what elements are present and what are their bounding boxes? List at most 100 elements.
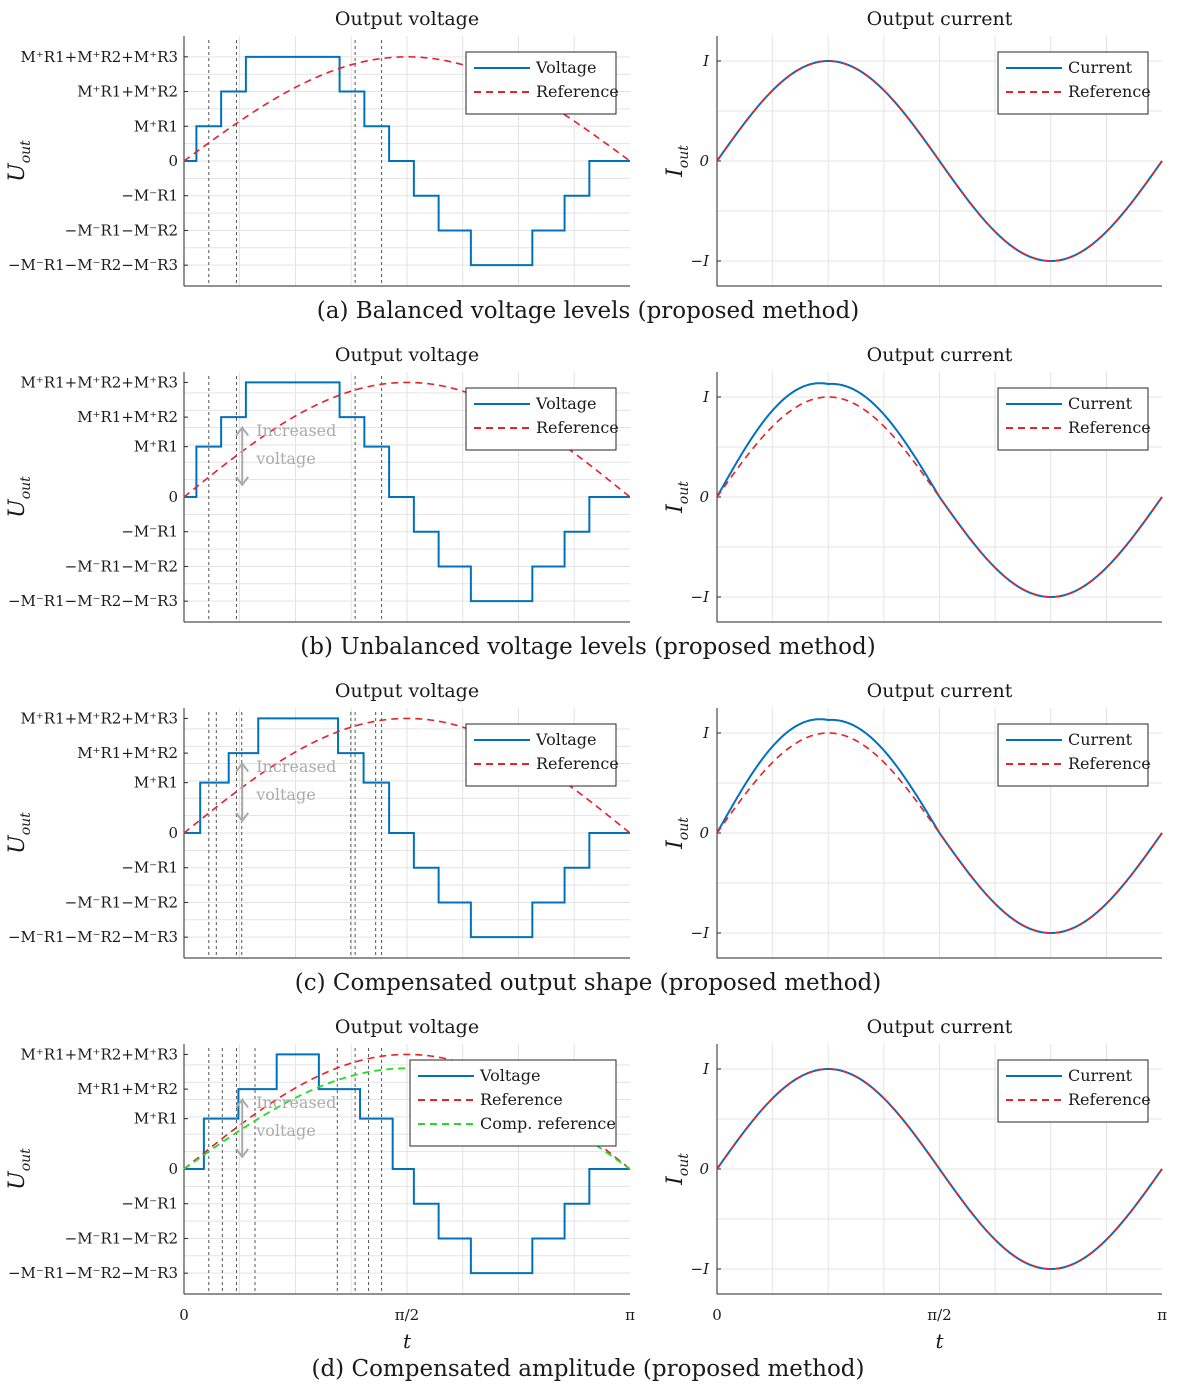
legend-box (997, 1059, 1149, 1123)
series-voltage-line (184, 1053, 630, 1275)
legend-label: Reference (1068, 82, 1151, 101)
y-tick-label: M⁺R1+M⁺R2 (77, 744, 178, 762)
panel-title: Output current (867, 1016, 1013, 1038)
y-tick-label: M⁺R1+M⁺R2+M⁺R3 (21, 709, 178, 727)
legend-box (465, 723, 617, 787)
panel-title: Output current (867, 344, 1013, 366)
y-tick-label: 0 (168, 152, 178, 170)
panel-caption: (d) Compensated amplitude (proposed meth… (311, 1356, 864, 1382)
panel-caption: (b) Unbalanced voltage levels (proposed … (300, 634, 875, 660)
series-voltage-line (184, 55, 630, 267)
x-tick-label: π/2 (927, 1306, 951, 1324)
y-tick-label: −I (691, 924, 711, 942)
legend: Current Reference (997, 387, 1151, 451)
y-axis-label: Iout (663, 817, 692, 850)
annotation-line: voltage (255, 449, 315, 468)
y-axis-label: Uout (5, 140, 34, 182)
y-axis-label: Iout (663, 1153, 692, 1186)
annotation-line: Increased (256, 421, 336, 440)
annotation-line: voltage (255, 1121, 315, 1140)
y-tick-label: 0 (168, 488, 178, 506)
legend-label: Voltage (479, 1066, 541, 1085)
y-tick-label: −M⁻R1−M⁻R2−M⁻R3 (8, 928, 178, 946)
y-tick-label: M⁺R1+M⁺R2+M⁺R3 (21, 373, 178, 391)
x-tick-label: π (1157, 1306, 1167, 1324)
y-tick-label: M⁺R1 (134, 1110, 178, 1128)
y-tick-label: −M⁻R1 (121, 859, 178, 877)
y-tick-label: −I (691, 252, 711, 270)
legend-label: Current (1068, 1066, 1133, 1085)
annotation-line: Increased (256, 1093, 336, 1112)
legend-label: Reference (1068, 1090, 1151, 1109)
arrow-up-icon (235, 1097, 250, 1109)
series-reference-line (716, 60, 1163, 262)
y-tick-label: M⁺R1+M⁺R2+M⁺R3 (21, 1045, 178, 1063)
annotation-line: Increased (256, 757, 336, 776)
x-tick-label: 0 (712, 1306, 722, 1324)
y-tick-label: M⁺R1+M⁺R2 (77, 408, 178, 426)
y-tick-label: M⁺R1 (134, 774, 178, 792)
y-tick-label: −M⁻R1−M⁻R2 (65, 1229, 178, 1247)
annotation-increased-voltage: Increased voltage (235, 421, 336, 487)
panel-title: Output current (867, 680, 1013, 702)
current-plot-b: Output current Iout I 0 −I Current Reference (663, 344, 1163, 623)
y-tick-label: 0 (699, 488, 709, 506)
current-plot-c: Output current Iout I 0 −I Current Reference (663, 680, 1163, 959)
y-axis-label: Uout (5, 812, 34, 854)
legend-label: Voltage (535, 58, 597, 77)
y-tick-label: −I (691, 588, 711, 606)
y-tick-label: −M⁻R1−M⁻R2−M⁻R3 (8, 256, 178, 274)
voltage-plot-d: Output voltage Uout M⁺R1+M⁺R2+M⁺R3 M⁺R1+M⁺R… (5, 1016, 635, 1353)
y-tick-label: −M⁻R1−M⁻R2−M⁻R3 (8, 1264, 178, 1282)
y-tick-label: M⁺R1+M⁺R2+M⁺R3 (21, 48, 178, 66)
series-comp-reference-line (183, 1067, 631, 1170)
legend-label: Voltage (535, 730, 597, 749)
voltage-plot-a: Output voltage Uout M⁺R1+M⁺R2+M⁺R3 M⁺R1+M⁺R… (5, 8, 631, 287)
voltage-plot-b: Output voltage Uout M⁺R1+M⁺R2+M⁺R3 M⁺R1+M⁺R… (5, 344, 631, 623)
legend-box (997, 723, 1149, 787)
panel-title: Output voltage (335, 680, 479, 702)
y-tick-label: M⁺R1 (134, 438, 178, 456)
panel-title: Output voltage (335, 8, 479, 30)
legend-box (465, 387, 617, 451)
series-current-line (716, 718, 1163, 935)
legend-label: Current (1068, 730, 1133, 749)
y-tick-label: −I (691, 1260, 711, 1278)
y-axis-label: Uout (5, 1148, 34, 1190)
y-tick-label: 0 (168, 824, 178, 842)
legend: Current Reference (997, 51, 1151, 115)
legend: Voltage Reference Comp. reference (409, 1059, 617, 1147)
legend-label: Reference (536, 754, 619, 773)
series-current-line (716, 382, 1163, 599)
y-tick-label: 0 (699, 824, 709, 842)
series-reference-line (716, 732, 1163, 934)
x-tick-label: π/2 (395, 1306, 419, 1324)
panel-caption: (a) Balanced voltage levels (proposed me… (317, 298, 859, 324)
y-tick-label: I (702, 1060, 710, 1078)
legend-box (409, 1059, 617, 1147)
annotation-increased-voltage: Increased voltage (235, 757, 336, 823)
y-tick-label: 0 (699, 1160, 709, 1178)
legend: Voltage Reference (465, 723, 619, 787)
arrow-down-icon (235, 1148, 250, 1159)
y-tick-label: 0 (168, 1160, 178, 1178)
legend: Current Reference (997, 723, 1151, 787)
y-axis-label: Uout (5, 476, 34, 518)
annotation-increased-voltage: Increased voltage (235, 1093, 336, 1159)
y-tick-label: M⁺R1+M⁺R2 (77, 83, 178, 101)
series-reference-line (183, 381, 631, 498)
annotation-line: voltage (255, 785, 315, 804)
current-plot-d: Output current Iout I 0 −I Current Reference 0 π… (663, 1016, 1167, 1353)
legend-label: Reference (1068, 418, 1151, 437)
series-reference-line (183, 1053, 631, 1170)
y-tick-label: I (702, 724, 710, 742)
y-tick-label: −M⁻R1−M⁻R2 (65, 221, 178, 239)
legend-label: Current (1068, 394, 1133, 413)
y-tick-label: −M⁻R1−M⁻R2 (65, 557, 178, 575)
y-tick-label: 0 (699, 152, 709, 170)
current-plot-a: Output current Iout I 0 −I Current Reference (663, 8, 1163, 287)
series-voltage-line (184, 717, 630, 939)
y-tick-label: I (702, 52, 710, 70)
series-reference-line (716, 1068, 1163, 1270)
